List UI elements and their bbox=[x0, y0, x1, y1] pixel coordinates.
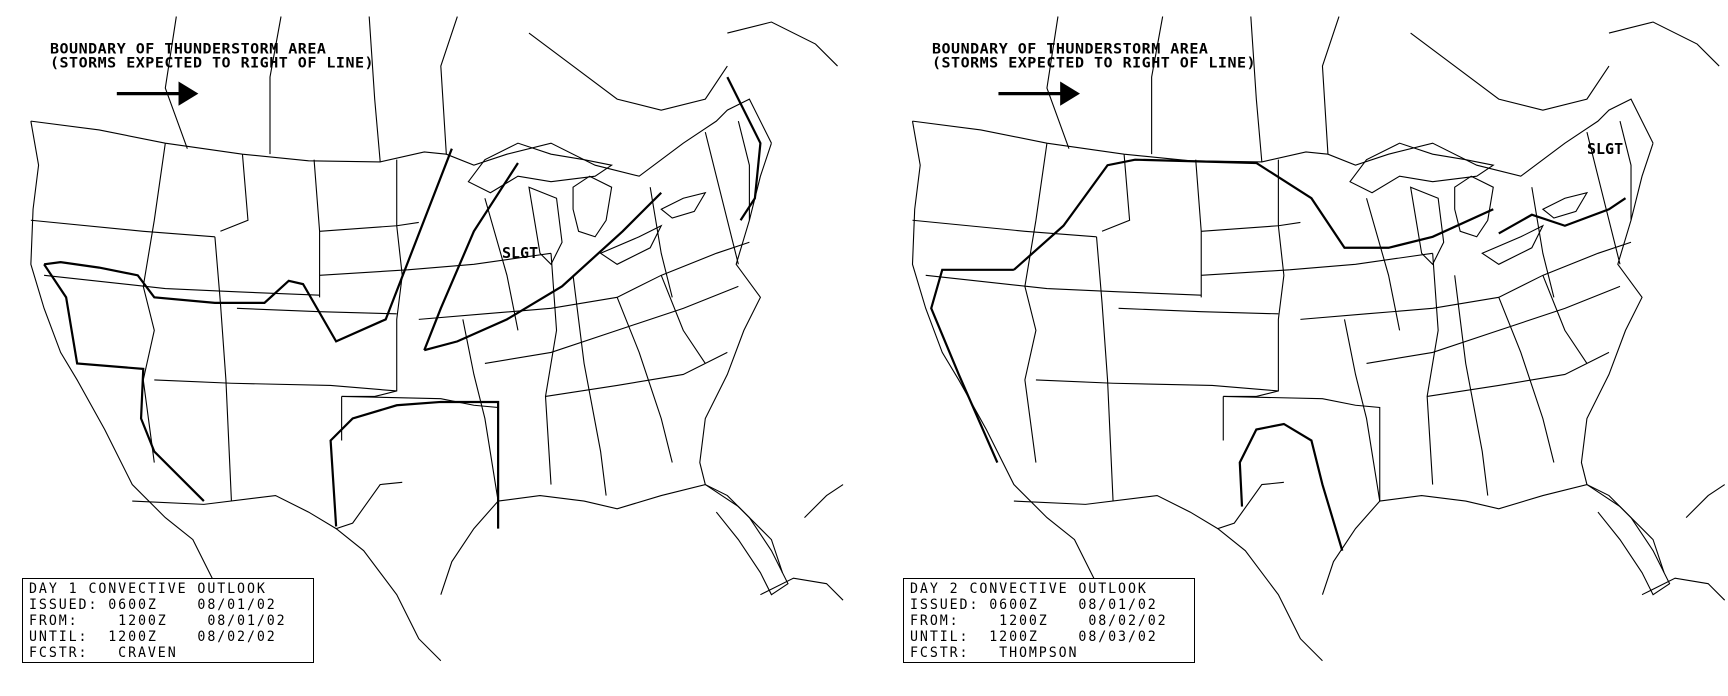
day2-map bbox=[911, 15, 1726, 662]
forecaster: FCSTR: THOMPSON bbox=[910, 645, 1079, 661]
legend-title: BOUNDARY OF THUNDERSTORM AREA bbox=[50, 40, 327, 58]
valid-until: UNTIL: 1200Z 08/03/02 bbox=[910, 629, 1158, 645]
outlook-title: DAY 2 CONVECTIVE OUTLOOK bbox=[910, 581, 1148, 597]
day1-map bbox=[30, 15, 844, 662]
issued-time: ISSUED: 0600Z 08/01/02 bbox=[29, 597, 277, 613]
legend-title: BOUNDARY OF THUNDERSTORM AREA bbox=[932, 40, 1209, 58]
day1-panel: BOUNDARY OF THUNDERSTORM AREA (STORMS EX… bbox=[22, 40, 539, 663]
day2-legend-arrow-icon bbox=[998, 81, 1080, 106]
valid-until: UNTIL: 1200Z 08/02/02 bbox=[29, 629, 277, 645]
risk-label-slgt: SLGT bbox=[502, 244, 539, 262]
day2-panel: BOUNDARY OF THUNDERSTORM AREA (STORMS EX… bbox=[882, 0, 1728, 696]
valid-from: FROM: 1200Z 08/02/02 bbox=[910, 613, 1168, 629]
outlook-info-box: DAY 2 CONVECTIVE OUTLOOK ISSUED: 0600Z 0… bbox=[903, 578, 1195, 663]
day1-thunderstorm-boundary bbox=[43, 76, 762, 529]
outlook-title: DAY 1 CONVECTIVE OUTLOOK bbox=[29, 581, 267, 597]
legend-subtitle: (STORMS EXPECTED TO RIGHT OF LINE) bbox=[50, 54, 375, 72]
valid-from: FROM: 1200Z 08/01/02 bbox=[29, 613, 287, 629]
forecaster: FCSTR: CRAVEN bbox=[29, 645, 178, 661]
outlook-info-box: DAY 1 CONVECTIVE OUTLOOK ISSUED: 0600Z 0… bbox=[22, 578, 314, 663]
issued-time: ISSUED: 0600Z 08/01/02 bbox=[910, 597, 1158, 613]
day2-thunderstorm-boundary bbox=[930, 158, 1627, 551]
day1-legend-arrow-icon bbox=[116, 81, 199, 106]
legend-subtitle: (STORMS EXPECTED TO RIGHT OF LINE) bbox=[932, 54, 1257, 72]
risk-label-slgt: SLGT bbox=[1587, 140, 1624, 158]
